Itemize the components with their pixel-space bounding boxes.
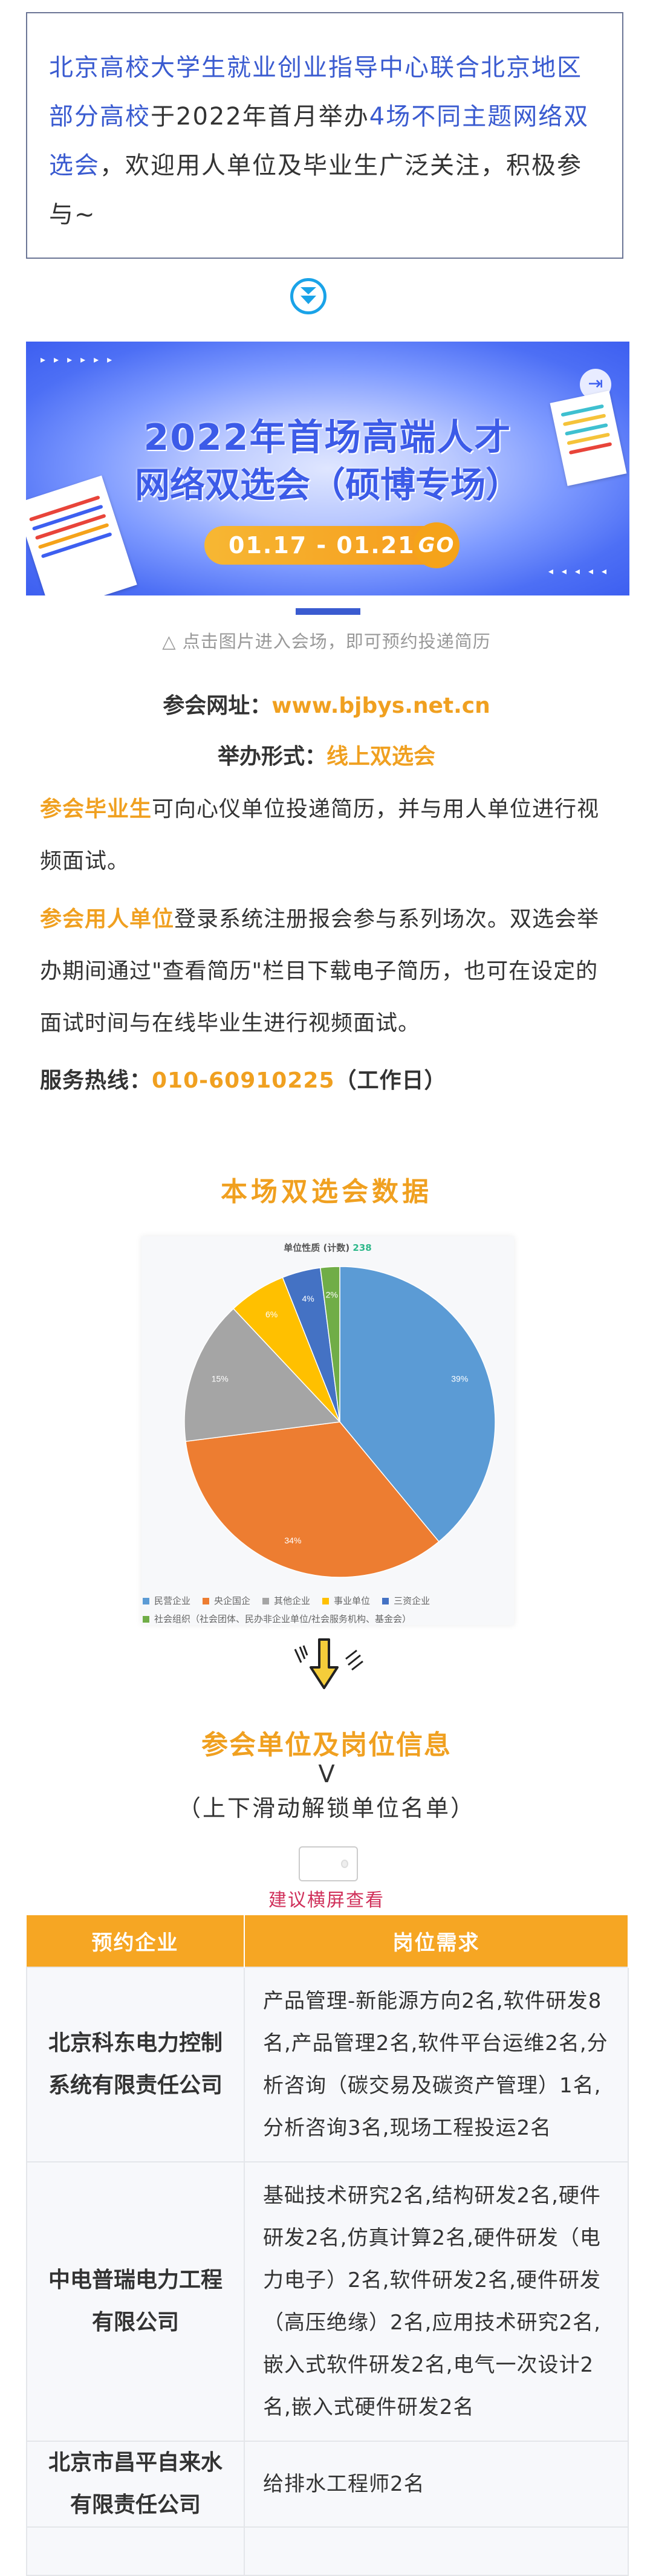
chart-section-title: 本场双选会数据 bbox=[221, 1176, 432, 1207]
chart-title-text: 单位性质 (计数) bbox=[284, 1242, 350, 1253]
intro-organizer: 北京高校大学生就业创业指导中心联合北京地区部分高校 bbox=[49, 54, 582, 131]
table-row bbox=[26, 2526, 629, 2576]
legend-swatch bbox=[322, 1598, 330, 1604]
form-label: 举办形式： bbox=[217, 744, 326, 769]
units-section-subtitle: （上下滑动解锁单位名单） bbox=[177, 1795, 475, 1822]
legend-item: 其他企业 bbox=[262, 1595, 310, 1606]
banner-subtitle: 网络双选会（硕博专场） bbox=[134, 464, 521, 505]
double-chevron-down-icon bbox=[290, 278, 326, 314]
banner-title: 2022年首场高端人才 bbox=[143, 417, 512, 459]
intro-box: 北京高校大学生就业创业指导中心联合北京地区部分高校于2022年首月举办4场不同主… bbox=[26, 12, 623, 259]
chart-title: 单位性质 (计数) 238 bbox=[141, 1241, 514, 1254]
site-label: 参会网址： bbox=[163, 693, 272, 718]
header-company: 预约企业 bbox=[27, 1915, 245, 1967]
hotline-label: 服务热线： bbox=[40, 1068, 152, 1093]
legend-label: 社会组织（社会团体、民办非企业单位/社会服务机构、基金会） bbox=[154, 1614, 412, 1624]
header-positions: 岗位需求 bbox=[244, 1915, 629, 1967]
pie-slice bbox=[339, 1266, 496, 1543]
pie-label: 15% bbox=[212, 1374, 229, 1384]
pie-label: 39% bbox=[451, 1374, 468, 1384]
pie-chart: 单位性质 (计数) 238 39% 34% 15% 6% 4% 2% 民营企业 央企国企 其他… bbox=[141, 1236, 514, 1625]
site-link[interactable]: www.bjbys.net.cn bbox=[271, 693, 490, 718]
employer-text: 登录系统注册报会参与系列场次。双选会举办期间通过"查看简历"栏目下载电子简历，也… bbox=[40, 907, 600, 1036]
banner-caption: △ 点击图片进入会场，即可预约投递简历 bbox=[162, 631, 491, 652]
employer-highlight: 参会用人单位 bbox=[40, 907, 175, 932]
positions-cell: 给排水工程师2名 bbox=[244, 2441, 629, 2528]
fair-banner[interactable]: ▸▸▸▸▸▸ ◂◂◂◂◂ ⇥ 2022年首场高端人才 网络双选会（硕博专场） 0… bbox=[26, 342, 629, 595]
site-line: 参会网址：www.bjbys.net.cn bbox=[0, 688, 653, 719]
hand-drawn-down-arrow-icon bbox=[294, 1638, 363, 1689]
positions-cell: 基础技术研究2名,结构研发2名,硬件研发2名,仿真计算2名,硬件研发（电力电子）… bbox=[244, 2161, 629, 2442]
table-row: 北京科东电力控制系统有限责任公司 产品管理-新能源方向2名,软件研发8名,产品管理… bbox=[26, 1967, 629, 2162]
legend-item: 事业单位 bbox=[322, 1595, 370, 1606]
scroll-unlock-slider[interactable] bbox=[299, 1846, 358, 1881]
intro-highlight: 4场不同主题网络双选会 bbox=[49, 103, 590, 180]
legend-item: 民营企业 bbox=[143, 1595, 190, 1606]
table-row: 中电普瑞电力工程有限公司 基础技术研究2名,结构研发2名,硬件研发2名,仿真计算2… bbox=[26, 2161, 629, 2442]
pie-slice bbox=[319, 1266, 340, 1423]
pie-slice bbox=[185, 1421, 440, 1578]
legend-label: 民营企业 bbox=[154, 1595, 191, 1606]
company-cell: 北京科东电力控制系统有限责任公司 bbox=[26, 1967, 245, 2162]
legend-swatch bbox=[262, 1598, 270, 1604]
slider-knob[interactable] bbox=[341, 1860, 348, 1868]
chart-total: 238 bbox=[352, 1242, 372, 1253]
intro-text: 于2022年首月举办 bbox=[151, 103, 369, 131]
date-range: 01.17 - 01.21 bbox=[229, 532, 415, 559]
legend-label: 事业单位 bbox=[334, 1595, 371, 1606]
positions-cell: 产品管理-新能源方向2名,软件研发8名,产品管理2名,软件平台运维2名,分析咨询… bbox=[244, 1967, 629, 2162]
pie-label: 2% bbox=[326, 1290, 338, 1300]
banner-dates: 01.17 - 01.21 GO bbox=[204, 522, 460, 568]
pie-label: 6% bbox=[265, 1309, 278, 1319]
graduate-text: 可向心仪单位投递简历，并与用人单位进行视频面试。 bbox=[40, 797, 600, 874]
legend-swatch bbox=[382, 1598, 389, 1604]
divider-bar bbox=[296, 608, 360, 615]
legend-swatch bbox=[143, 1598, 149, 1604]
triangles-decoration: ◂◂◂◂◂ bbox=[548, 565, 615, 577]
legend-label: 央企国企 bbox=[214, 1595, 251, 1606]
company-cell: 北京市昌平自来水有限责任公司 bbox=[26, 2441, 245, 2528]
company-cell bbox=[26, 2526, 245, 2576]
company-cell: 中电普瑞电力工程有限公司 bbox=[26, 2161, 245, 2442]
positions-cell bbox=[244, 2526, 629, 2576]
hotline-line: 服务热线：010-60910225（工作日） bbox=[40, 1055, 617, 1107]
graduate-paragraph: 参会毕业生可向心仪单位投递简历，并与用人单位进行视频面试。 bbox=[40, 784, 617, 887]
legend-label: 三资企业 bbox=[394, 1595, 430, 1606]
units-table: 预约企业 岗位需求 北京科东电力控制系统有限责任公司 产品管理-新能源方向2名,软… bbox=[26, 1915, 629, 2576]
pie-label: 34% bbox=[284, 1536, 301, 1545]
hotline-note: （工作日） bbox=[334, 1068, 447, 1093]
table-row: 北京市昌平自来水有限责任公司 给排水工程师2名 bbox=[26, 2441, 629, 2528]
landscape-hint: 建议横屏查看 bbox=[268, 1890, 385, 1911]
table-header-row: 预约企业 岗位需求 bbox=[27, 1915, 629, 1967]
legend-item: 社会组织（社会团体、民办非企业单位/社会服务机构、基金会） bbox=[143, 1614, 411, 1624]
chart-legend: 民营企业 央企国企 其他企业 事业单位 三资企业社会组织（社会团体、民办非企业单位/社会… bbox=[143, 1592, 512, 1628]
legend-item: 央企国企 bbox=[203, 1595, 250, 1606]
pie-label: 4% bbox=[302, 1294, 314, 1303]
form-value: 线上双选会 bbox=[326, 744, 436, 769]
legend-label: 其他企业 bbox=[274, 1595, 311, 1606]
go-button[interactable]: GO bbox=[414, 522, 460, 568]
pie-slice bbox=[184, 1308, 341, 1442]
units-section-title: 参会单位及岗位信息 bbox=[201, 1730, 452, 1760]
graduate-highlight: 参会毕业生 bbox=[40, 797, 152, 822]
intro-text-end: ，欢迎用人单位及毕业生广泛关注，积极参与~ bbox=[49, 152, 582, 229]
legend-item: 三资企业 bbox=[382, 1595, 430, 1606]
employer-paragraph: 参会用人单位登录系统注册报会参与系列场次。双选会举办期间通过"查看简历"栏目下载… bbox=[40, 894, 617, 1050]
legend-swatch bbox=[203, 1598, 210, 1604]
pie-svg: 39% 34% 15% 6% 4% 2% bbox=[184, 1266, 496, 1578]
triangles-decoration: ▸▸▸▸▸▸ bbox=[41, 354, 121, 365]
form-line: 举办形式：线上双选会 bbox=[0, 739, 653, 770]
legend-swatch bbox=[143, 1616, 149, 1623]
hotline-number[interactable]: 010-60910225 bbox=[152, 1068, 335, 1093]
down-marker: V bbox=[318, 1760, 335, 1788]
